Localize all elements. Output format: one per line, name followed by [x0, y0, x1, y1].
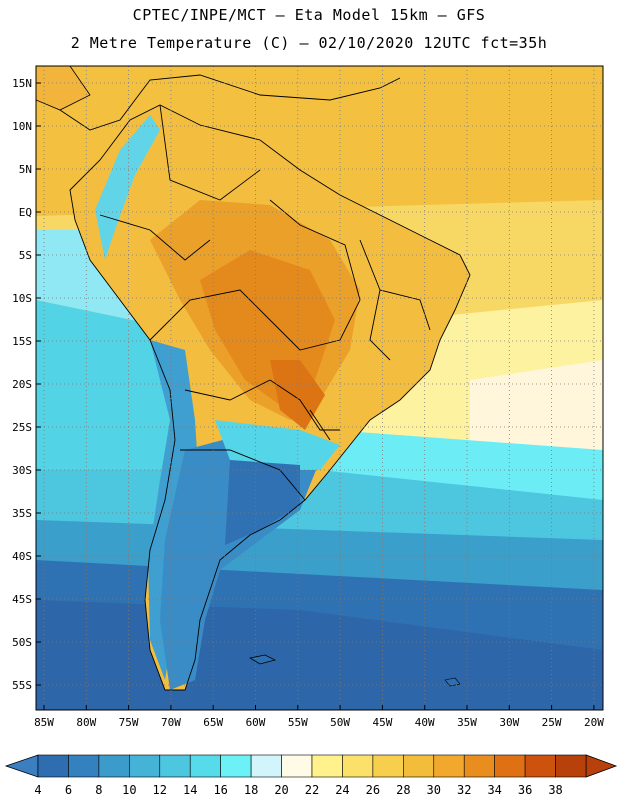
lat-label: 30S [12, 464, 32, 477]
lon-label: 75W [119, 716, 139, 729]
lat-label: 5N [19, 163, 32, 176]
colorbar-segment [463, 754, 495, 778]
lat-label: 55S [12, 679, 32, 692]
colorbar-label: 24 [335, 783, 349, 797]
colorbar-label: 12 [153, 783, 167, 797]
colorbar-segment [311, 754, 343, 778]
lat-label: 45S [12, 593, 32, 606]
lon-label: 60W [246, 716, 266, 729]
lat-label: 15N [12, 77, 32, 90]
colorbar-segment [98, 754, 130, 778]
lat-label: 25S [12, 421, 32, 434]
colorbar-label: 28 [396, 783, 410, 797]
longitude-axis: 85W 80W 75W 70W 65W 60W 55W 50W 45W 40W 35W 30W 25W 2… [34, 705, 604, 729]
lon-label: 30W [499, 716, 519, 729]
colorbar-segment [372, 754, 404, 778]
lat-label: 10S [12, 292, 32, 305]
colorbar-label: 16 [213, 783, 227, 797]
colorbar-segment [129, 754, 161, 778]
graticule [36, 66, 603, 710]
colorbar-segment [159, 754, 191, 778]
colorbar-low-arrow [4, 754, 39, 778]
colorbar-label: 14 [183, 783, 197, 797]
colorbar-label: 26 [366, 783, 380, 797]
colorbar-segment [342, 754, 374, 778]
map-frame [35, 65, 604, 711]
colorbar-label: 32 [457, 783, 471, 797]
lon-label: 80W [76, 716, 96, 729]
map-title: CPTEC/INPE/MCT – Eta Model 15km – GFS [132, 6, 486, 24]
colorbar-segment [555, 754, 587, 778]
colorbar-label: 6 [65, 783, 72, 797]
colorbar-segment [220, 754, 252, 778]
colorbar-segment [403, 754, 435, 778]
colorbar-segment [433, 754, 465, 778]
lat-label: 20S [12, 378, 32, 391]
colorbar-label: 18 [244, 783, 258, 797]
colorbar-label: 38 [548, 783, 562, 797]
colorbar-label: 30 [427, 783, 441, 797]
lon-label: 50W [330, 716, 350, 729]
lat-label: 15S [12, 335, 32, 348]
colorbar-label: 20 [274, 783, 288, 797]
latitude-axis: 15N 10N 5N EQ 5S 10S 15S 20S 25S 30S 35S 40S 45S 50S 5… [12, 77, 41, 692]
colorbar-segment [524, 754, 556, 778]
lat-label: 40S [12, 550, 32, 563]
lat-label: 50S [12, 636, 32, 649]
map-subtitle: 2 Metre Temperature (C) – 02/10/2020 12U… [70, 34, 548, 52]
lon-label: 35W [457, 716, 477, 729]
colorbar-label: 8 [95, 783, 102, 797]
colorbar-segment [68, 754, 100, 778]
lon-label: 70W [161, 716, 181, 729]
lat-label: 35S [12, 507, 32, 520]
lon-label: 25W [542, 716, 562, 729]
colorbar-label: 22 [305, 783, 319, 797]
lon-label: 20W [584, 716, 604, 729]
colorbar-label: 10 [122, 783, 136, 797]
lat-label: 5S [19, 249, 32, 262]
colorbar-segment [494, 754, 526, 778]
lon-label: 45W [372, 716, 392, 729]
colorbar-segment [37, 754, 69, 778]
map-field [36, 66, 603, 710]
colorbar-segment [250, 754, 282, 778]
colorbar-segment [281, 754, 313, 778]
lon-label: 85W [34, 716, 54, 729]
lon-label: 40W [415, 716, 435, 729]
lat-label: EQ [19, 206, 32, 219]
colorbar-label: 4 [34, 783, 41, 797]
colorbar-label: 36 [518, 783, 532, 797]
lat-label: 10N [12, 120, 32, 133]
colorbar-segment [189, 754, 221, 778]
lon-label: 55W [288, 716, 308, 729]
colorbar-label: 34 [487, 783, 501, 797]
lon-label: 65W [203, 716, 223, 729]
colorbar-high-arrow [585, 754, 618, 778]
